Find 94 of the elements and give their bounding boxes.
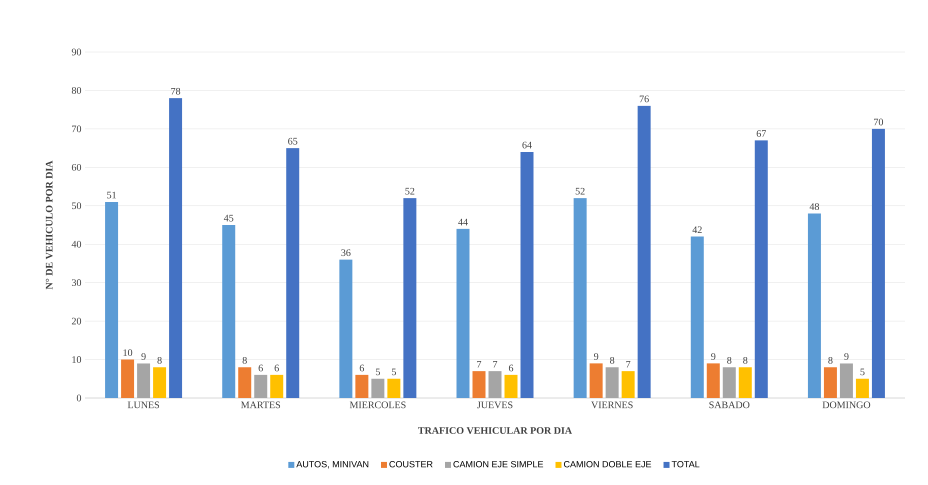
y-tick-label: 30 [72,279,82,286]
data-label: 36 [341,249,351,256]
data-label: 5 [376,368,380,376]
data-label: 52 [405,188,414,195]
legend-label: TOTAL [672,461,700,468]
data-label: 6 [274,364,279,372]
y-tick-label: 80 [72,87,82,94]
x-axis-title: TRAFICO VEHICULAR POR DIA [418,427,572,434]
x-tick-label: DOMINGO [822,402,870,408]
y-tick-label: 20 [72,318,82,324]
bar [169,98,182,398]
bar [371,378,384,398]
bar [738,367,752,398]
data-label: 10 [123,349,132,356]
x-tick-label: LUNES [128,402,160,408]
data-label: 8 [828,356,833,364]
data-label: 6 [508,364,514,372]
bar [355,374,368,398]
bar [137,363,150,398]
bar [222,225,236,398]
bar [387,378,400,398]
bar [856,378,869,398]
data-label: 52 [576,188,585,195]
bar [824,367,837,398]
data-label: 7 [626,361,630,368]
bar [105,202,118,398]
data-label: 48 [810,203,820,210]
bar [153,367,166,398]
bar [638,106,651,398]
x-tick-label: SABADO [709,402,750,408]
bar [574,198,587,398]
data-label: 45 [224,214,234,222]
bar [270,374,284,398]
bar [872,128,885,398]
legend-label: CAMION EJE SIMPLE [453,461,544,468]
data-label: 8 [743,356,748,364]
y-tick-label: 90 [72,48,82,56]
bar [840,363,853,398]
data-label: 51 [107,192,116,198]
data-label: 5 [392,368,396,376]
legend-label: CAMION DOBLE EJE [564,461,652,468]
legend-label: AUTOS, MINIVAN [296,461,368,468]
data-label: 6 [360,364,364,372]
bar [403,198,416,398]
bar [472,371,486,398]
bar [706,363,720,398]
data-label: 7 [477,361,482,368]
x-tick-label: JUEVES [477,402,512,408]
y-tick-label: 40 [72,240,82,248]
data-label: 78 [171,88,180,95]
data-label: 64 [522,142,532,148]
bar [339,260,352,398]
data-label: 8 [157,356,162,364]
bar [488,371,502,398]
x-tick-label: VIERNES [591,402,633,408]
data-label: 7 [493,361,498,368]
data-label: 9 [711,353,716,360]
data-label: 42 [692,226,702,234]
x-tick-label: MARTES [241,402,280,408]
bar [254,374,268,398]
data-label: 65 [288,138,298,145]
y-tick-label: 10 [72,356,82,363]
bar [808,213,821,398]
y-tick-label: 0 [76,394,82,402]
bar [590,363,603,398]
legend-label: COUSTER [389,461,433,468]
bar [121,360,134,398]
bar [754,140,768,398]
data-label: 8 [727,356,732,364]
bar [504,374,518,398]
data-label: 9 [844,353,849,360]
y-tick-label: 50 [72,202,82,210]
data-label: 67 [756,130,766,137]
data-label: 8 [610,356,614,364]
data-label: 6 [258,364,263,372]
bar [286,148,300,398]
data-label: 70 [874,118,884,126]
data-label: 44 [458,218,468,226]
bar [520,152,534,398]
y-tick-label: 60 [72,164,82,171]
bar [622,371,635,398]
data-label: 5 [860,368,865,376]
bar [456,228,470,398]
bar [690,236,704,398]
data-label: 8 [242,356,247,364]
x-tick-label: MIERCOLES [350,402,406,408]
data-label: 9 [141,353,146,360]
data-label: 76 [640,96,649,102]
y-axis-title: N° DE VEHICULO POR DIA [46,160,53,290]
y-tick-label: 70 [72,126,82,132]
bar [238,367,252,398]
bar [722,367,736,398]
bar [606,367,619,398]
data-label: 9 [594,353,598,360]
